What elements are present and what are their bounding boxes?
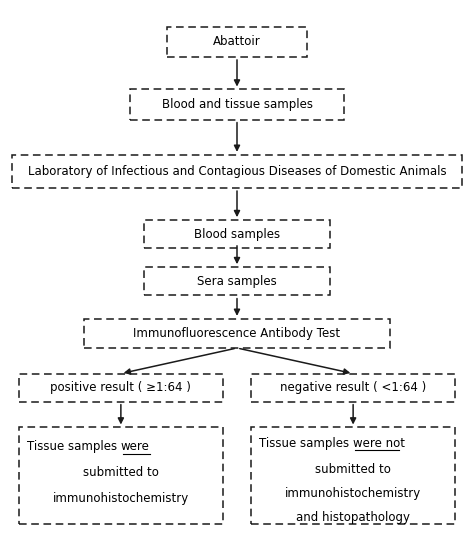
FancyBboxPatch shape xyxy=(12,155,462,188)
Text: Sera samples: Sera samples xyxy=(197,274,277,288)
Text: positive result ( ≥1:64 ): positive result ( ≥1:64 ) xyxy=(50,381,191,394)
Text: were: were xyxy=(121,440,150,453)
Text: and histopathology: and histopathology xyxy=(296,511,410,524)
Text: immunohistochemistry: immunohistochemistry xyxy=(53,492,189,505)
FancyBboxPatch shape xyxy=(251,374,456,402)
FancyBboxPatch shape xyxy=(167,27,307,57)
Text: Laboratory of Infectious and Contagious Diseases of Domestic Animals: Laboratory of Infectious and Contagious … xyxy=(27,165,447,178)
Text: immunohistochemistry: immunohistochemistry xyxy=(285,487,421,500)
Text: Blood and tissue samples: Blood and tissue samples xyxy=(162,98,312,111)
Text: were not: were not xyxy=(353,437,405,449)
Text: Tissue samples: Tissue samples xyxy=(27,440,121,453)
FancyBboxPatch shape xyxy=(18,427,223,524)
Text: Immunofluorescence Antibody Test: Immunofluorescence Antibody Test xyxy=(134,327,340,340)
Text: submitted to: submitted to xyxy=(315,463,391,475)
FancyBboxPatch shape xyxy=(251,427,456,524)
FancyBboxPatch shape xyxy=(84,319,390,348)
Text: submitted to: submitted to xyxy=(83,466,159,479)
Text: Tissue samples: Tissue samples xyxy=(259,437,353,449)
FancyBboxPatch shape xyxy=(144,220,330,248)
FancyBboxPatch shape xyxy=(144,267,330,295)
FancyBboxPatch shape xyxy=(18,374,223,402)
Text: Blood samples: Blood samples xyxy=(194,228,280,240)
FancyBboxPatch shape xyxy=(130,90,344,120)
Text: Abattoir: Abattoir xyxy=(213,35,261,49)
Text: negative result ( <1:64 ): negative result ( <1:64 ) xyxy=(280,381,426,394)
